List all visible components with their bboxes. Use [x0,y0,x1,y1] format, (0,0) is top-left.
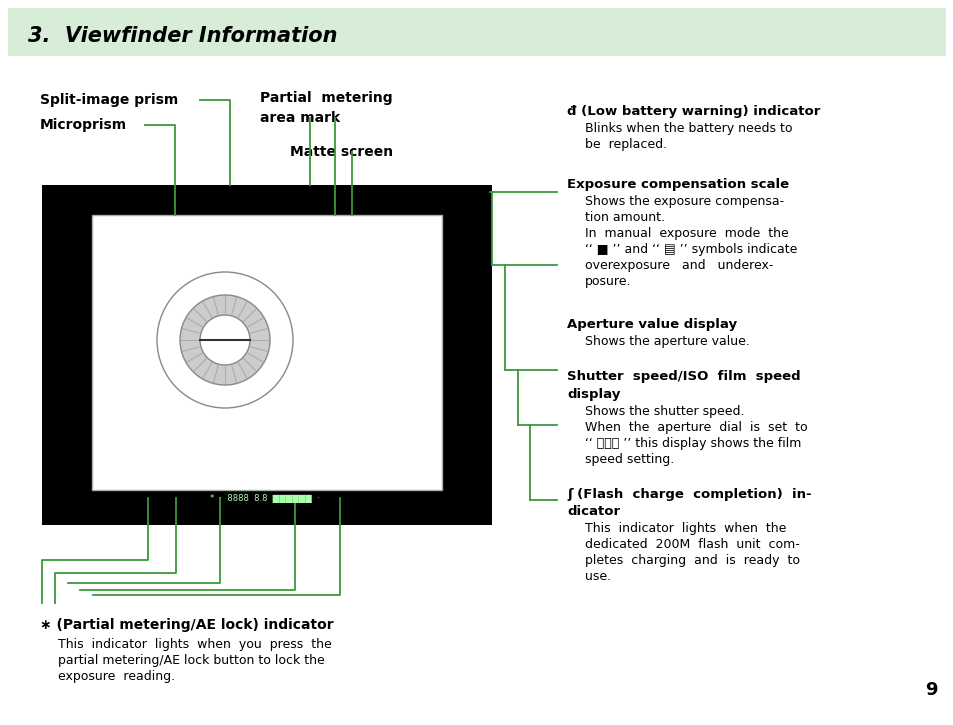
Text: use.: use. [584,570,611,583]
Text: Blinks when the battery needs to: Blinks when the battery needs to [584,122,792,135]
Bar [42,185,492,525]
Text: Matte screen: Matte screen [290,145,393,159]
Text: This  indicator  lights  when  you  press  the: This indicator lights when you press the [58,638,332,651]
Text: exposure  reading.: exposure reading. [58,670,175,683]
Text: In  manual  exposure  mode  the: In manual exposure mode the [584,227,788,240]
Text: dedicated  200M  flash  unit  com-: dedicated 200M flash unit com- [584,538,799,551]
Text: 9: 9 [924,681,937,699]
Text: display: display [566,388,619,401]
Text: ʃ (Flash  charge  completion)  in-: ʃ (Flash charge completion) in- [566,488,811,501]
Circle shape [180,295,270,385]
Bar [91,215,441,490]
Text: tion amount.: tion amount. [584,211,664,224]
Text: Aperture value display: Aperture value display [566,318,737,331]
Text: ‘‘ ■ ’’ and ‘‘ ▤ ’’ symbols indicate: ‘‘ ■ ’’ and ‘‘ ▤ ’’ symbols indicate [584,243,797,256]
Text: Partial  metering: Partial metering [260,91,393,105]
Text: pletes  charging  and  is  ready  to: pletes charging and is ready to [584,554,800,567]
Text: Exposure compensation scale: Exposure compensation scale [566,178,788,191]
Text: ‘‘ ⒶⓂⒾ ’’ this display shows the film: ‘‘ ⒶⓂⒾ ’’ this display shows the film [584,437,801,450]
Text: partial metering/AE lock button to lock the: partial metering/AE lock button to lock … [58,654,324,667]
Text: be  replaced.: be replaced. [584,138,666,151]
Text: When  the  aperture  dial  is  set  to: When the aperture dial is set to [584,421,807,434]
Text: This  indicator  lights  when  the: This indicator lights when the [584,522,785,535]
Text: đ (Low battery warning) indicator: đ (Low battery warning) indicator [566,105,820,118]
Text: *  ·  8888  8.8  ██████  ·: * · 8888 8.8 ██████ · [210,494,319,502]
Text: Shows the shutter speed.: Shows the shutter speed. [584,405,743,418]
Text: speed setting.: speed setting. [584,453,674,466]
Text: overexposure   and   underex-: overexposure and underex- [584,259,773,272]
Text: area mark: area mark [260,111,340,125]
Text: Shutter  speed/ISO  film  speed: Shutter speed/ISO film speed [566,370,800,383]
Text: Shows the aperture value.: Shows the aperture value. [584,335,749,348]
Text: Shows the exposure compensa-: Shows the exposure compensa- [584,195,783,208]
Bar [8,8,945,56]
Text: dicator: dicator [566,505,619,518]
Text: Split-image prism: Split-image prism [40,93,178,107]
Text: ∗ (Partial metering/AE lock) indicator: ∗ (Partial metering/AE lock) indicator [40,618,334,632]
Text: posure.: posure. [584,275,631,288]
Circle shape [200,315,250,365]
Text: Microprism: Microprism [40,118,127,132]
Text: 3.  Viewfinder Information: 3. Viewfinder Information [28,26,337,46]
